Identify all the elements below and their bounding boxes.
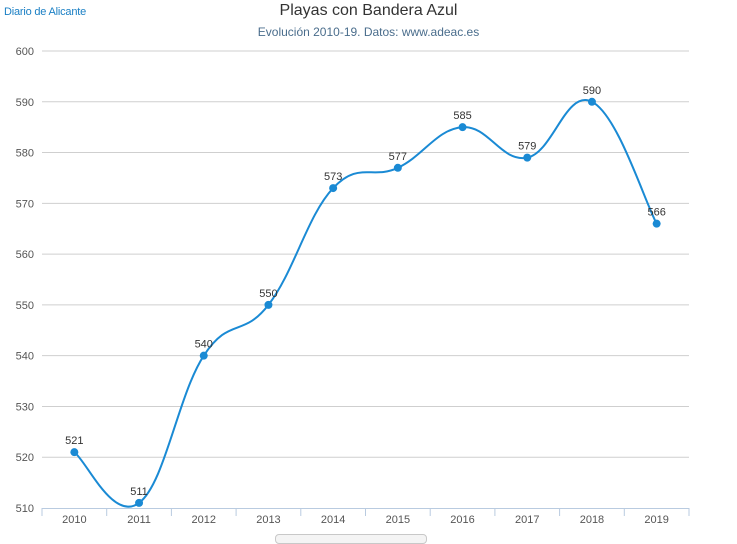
data-label: 521 <box>65 435 83 447</box>
x-tick-label: 2016 <box>450 514 474 526</box>
y-tick-label: 530 <box>16 401 34 413</box>
data-labels: 521 511 540 550 573 577 585 579 590 566 <box>65 85 666 498</box>
data-label: 577 <box>389 151 407 163</box>
data-label: 550 <box>259 288 277 300</box>
x-tick-label: 2010 <box>62 514 86 526</box>
y-tick-label: 600 <box>16 46 34 58</box>
data-label: 573 <box>324 171 342 183</box>
data-point[interactable] <box>135 498 144 507</box>
y-tick-label: 560 <box>16 249 34 261</box>
data-point[interactable] <box>458 123 467 132</box>
x-tick-label: 2014 <box>321 514 345 526</box>
y-tick-label: 510 <box>16 503 34 515</box>
data-point[interactable] <box>652 219 661 228</box>
data-label: 590 <box>583 85 601 97</box>
brand-logo-text[interactable]: Diario de Alicante <box>4 6 87 18</box>
series-line[interactable] <box>73 99 658 508</box>
data-label: 540 <box>195 339 213 351</box>
chart-subtitle: Evolución 2010-19. Datos: www.adeac.es <box>257 25 480 39</box>
data-points <box>70 97 661 507</box>
data-label: 579 <box>518 141 536 153</box>
x-tick-label: 2013 <box>256 514 280 526</box>
x-tick-label: 2011 <box>127 514 151 526</box>
horizontal-scrollbar[interactable] <box>275 534 427 544</box>
x-axis: 2010 2011 2012 2013 2014 2015 2016 2017 2018 2019 <box>41 508 690 526</box>
data-label: 566 <box>647 207 665 219</box>
x-tick-label: 2012 <box>192 514 216 526</box>
data-point[interactable] <box>587 97 596 106</box>
data-point[interactable] <box>393 163 402 172</box>
data-point[interactable] <box>523 153 532 162</box>
gridlines <box>42 50 689 458</box>
x-tick-label: 2019 <box>644 514 668 526</box>
y-axis: 510 520 530 540 550 560 570 580 590 600 <box>16 46 34 515</box>
y-tick-label: 520 <box>16 452 34 464</box>
y-tick-label: 570 <box>16 198 34 210</box>
data-point[interactable] <box>199 351 208 360</box>
data-point[interactable] <box>264 300 273 309</box>
data-label: 585 <box>453 110 471 122</box>
data-label: 511 <box>130 486 148 498</box>
y-tick-label: 590 <box>16 97 34 109</box>
x-tick-label: 2017 <box>515 514 539 526</box>
y-tick-label: 580 <box>16 148 34 160</box>
data-point[interactable] <box>70 448 79 457</box>
x-tick-label: 2015 <box>386 514 410 526</box>
y-tick-label: 550 <box>16 300 34 312</box>
x-tick-label: 2018 <box>580 514 604 526</box>
chart-title: Playas con Bandera Azul <box>279 2 458 19</box>
series-line-group <box>73 99 658 508</box>
y-tick-label: 540 <box>16 351 34 363</box>
data-point[interactable] <box>329 184 338 193</box>
